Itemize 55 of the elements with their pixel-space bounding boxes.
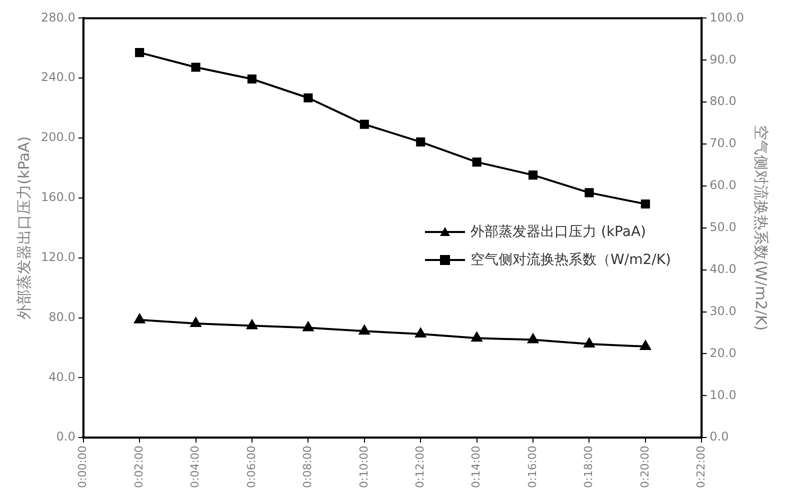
point [640,340,651,350]
y2-tick-label: 90.0 [710,52,736,66]
y-tick-label: 40.0 [48,370,76,384]
point [471,332,482,342]
x-tick-label: 0:06:00 [244,446,258,488]
y-tick-label: 280.0 [40,10,76,24]
y2-tick-label: 40.0 [710,262,736,276]
y-axis-title: 外部蒸发器出口压力(kPaA) [14,136,33,320]
point [360,120,369,129]
point [190,317,202,327]
legend-label: 空气侧对流换热系数（W/m2/K) [470,252,671,268]
y2-tick-label: 70.0 [710,136,736,150]
x-tick-label: 0:04:00 [188,446,202,488]
y2-tick-label: 0.0 [710,430,729,444]
y2-axis-title: 空气侧对流换热系数(W/m2/K) [752,125,770,331]
x-tick-label: 0:18:00 [582,446,596,488]
y2-tick-label: 100.0 [710,10,744,24]
point [134,314,145,324]
point [191,62,200,72]
point [416,137,426,146]
x-tick-label: 0:02:00 [132,446,146,488]
point [415,328,426,338]
x-tick-label: 0:12:00 [413,446,426,488]
point [640,199,650,209]
x-tick-label: 0:00:00 [76,446,90,488]
y-tick-label: 240.0 [40,70,76,84]
point [584,188,594,198]
x-tick-label: 0:08:00 [301,446,314,488]
x-tick-label: 0:14:00 [470,446,483,488]
y2-tick-label: 50.0 [710,220,736,234]
x-tick-label: 0:22:00 [694,446,708,488]
y2-tick-label: 30.0 [710,304,736,318]
y-tick-label: 80.0 [48,310,76,324]
y-tick-label: 0.0 [56,430,76,444]
point [359,325,370,335]
y-tick-label: 200.0 [40,130,76,144]
x-tick-label: 0:10:00 [357,446,370,488]
point [246,320,258,330]
point [528,170,538,180]
point [472,158,482,167]
y2-tick-label: 20.0 [710,346,736,360]
point [247,74,257,84]
point [302,322,314,332]
legend-label: 外部蒸发器出口压力 (kPaA) [470,224,646,240]
y-tick-label: 120.0 [40,250,76,264]
point [528,334,538,344]
x-tick-label: 0:16:00 [526,446,539,488]
x-tick-label: 0:20:00 [638,446,652,488]
point [304,93,313,102]
point [584,338,595,348]
y2-tick-label: 60.0 [710,178,736,192]
y2-tick-label: 10.0 [710,388,736,402]
y2-tick-label: 80.0 [710,94,736,108]
y-tick-label: 160.0 [40,190,76,204]
point [135,48,144,58]
